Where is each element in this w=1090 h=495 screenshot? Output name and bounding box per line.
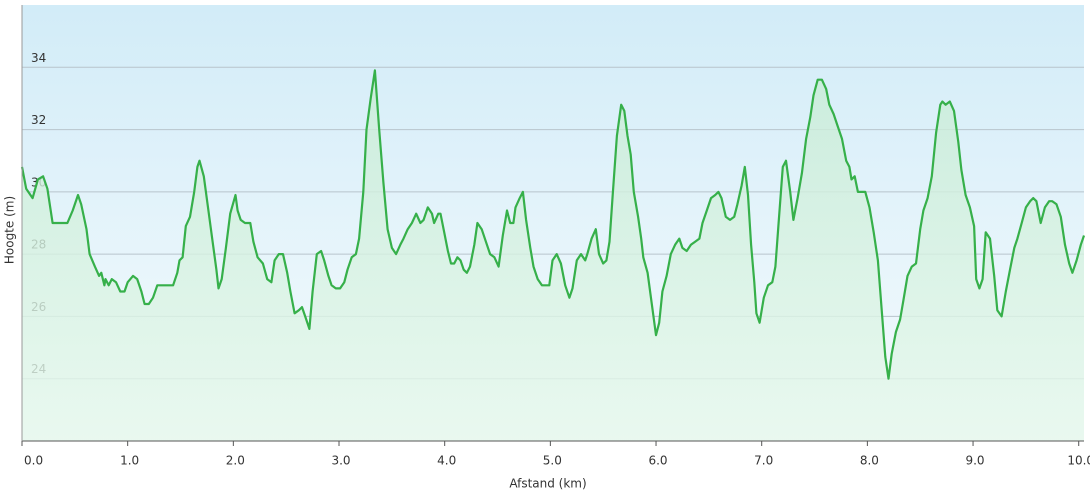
- x-tick-label: 3.0: [331, 454, 350, 468]
- x-tick-label: 1.0: [120, 454, 139, 468]
- x-tick-label: 6.0: [648, 454, 667, 468]
- y-tick-label: 32: [31, 113, 46, 127]
- x-tick-label: 10.0: [1067, 454, 1090, 468]
- x-tick-label: 9.0: [965, 454, 984, 468]
- x-tick-label: 5.0: [543, 454, 562, 468]
- x-tick-label: 4.0: [437, 454, 456, 468]
- y-tick-label: 34: [31, 51, 46, 65]
- x-tick-label: 0.0: [24, 454, 43, 468]
- area-fill: [22, 70, 1084, 442]
- x-tick-label: 7.0: [754, 454, 773, 468]
- x-tick-label: 2.0: [226, 454, 245, 468]
- x-axis-title: Afstand (km): [509, 477, 586, 491]
- y-axis-title: Hoogte (m): [3, 196, 17, 264]
- x-tick-label: 8.0: [860, 454, 879, 468]
- elevation-line: [20, 69, 1086, 380]
